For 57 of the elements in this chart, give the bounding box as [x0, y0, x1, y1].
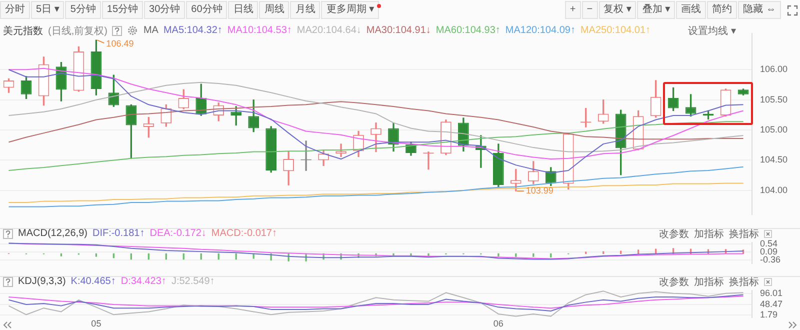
y-tick-label: 105.00 — [760, 124, 788, 135]
y-tick-label: 48.47 — [760, 298, 783, 309]
series-label: DEA:-0.172↓ — [150, 228, 206, 239]
text: 换指标 — [729, 228, 759, 240]
y-tick-label: 106.00 — [760, 64, 788, 74]
annotation: 设置均线 ▾ — [688, 24, 736, 38]
text: 加指标 — [694, 276, 724, 288]
text: 分时 — [0, 1, 30, 19]
chart-title: 美元指数 — [3, 24, 43, 38]
text: MA60:104.93↑ — [436, 25, 500, 36]
legend-title: MA — [143, 25, 158, 36]
text: + — [564, 1, 581, 19]
chart-subtitle: (日线,前复权) — [48, 24, 108, 38]
y-tick-label: 96.01 — [760, 288, 783, 298]
text: 叠加 ▾ — [637, 1, 676, 19]
text: 改参数 — [659, 276, 689, 288]
text: 月线 — [290, 1, 320, 19]
y-tick-label: 1.79 — [760, 309, 778, 320]
text: 简约 — [707, 1, 738, 19]
chart-title: KDJ(9,3,3) — [18, 276, 66, 287]
y-tick-label: 0.54 — [760, 238, 778, 248]
series-label: J:52.549↑ — [171, 276, 215, 287]
text: 日线 — [228, 1, 258, 19]
series-label: K:40.465↑ — [70, 276, 116, 287]
y-tick-label: 104.50 — [760, 154, 788, 165]
text: MA120:104.09↑ — [505, 25, 576, 36]
text: 换指标 — [729, 276, 759, 288]
annotation: 106.49 — [106, 38, 134, 49]
x-tick-label: 05 — [91, 318, 102, 328]
series-label: MACD:-0.017↑ — [211, 228, 277, 239]
text: 画线 — [676, 1, 706, 19]
text: MA5:104.32↑ — [163, 25, 222, 36]
text: 隐藏 ⇔ — [738, 1, 781, 19]
text: 15分钟 — [102, 1, 144, 19]
text: − — [582, 1, 598, 19]
y-tick-label: 105.50 — [760, 94, 788, 104]
text: 30分钟 — [144, 1, 186, 19]
text: MA20:104.64↓ — [296, 25, 362, 36]
text: 加指标 — [694, 228, 724, 240]
series-label: D:34.423↑ — [120, 276, 166, 287]
text: MA30:104.91↓ — [366, 25, 431, 36]
text: 周线 — [259, 1, 290, 19]
text: 复权 ▾ — [598, 1, 636, 19]
text: MA10:104.53↑ — [227, 25, 292, 36]
text: 改参数 — [659, 228, 689, 240]
y-tick-label: 0.09 — [760, 246, 778, 257]
series-label: DIF:-0.181↑ — [92, 228, 145, 239]
text: 5分钟 — [65, 1, 101, 19]
text: 5日 ▾ — [31, 1, 64, 19]
text: 更多周期 ▾ — [321, 1, 380, 19]
annotation: 103.99 — [526, 186, 554, 196]
text: MA250:104.01↑ — [580, 25, 651, 36]
y-tick-label: -0.36 — [760, 254, 781, 265]
y-tick-label: 104.00 — [760, 184, 788, 195]
text: 60分钟 — [186, 1, 228, 19]
chart-title: MACD(12,26,9) — [18, 228, 88, 239]
x-tick-label: 06 — [493, 318, 504, 328]
